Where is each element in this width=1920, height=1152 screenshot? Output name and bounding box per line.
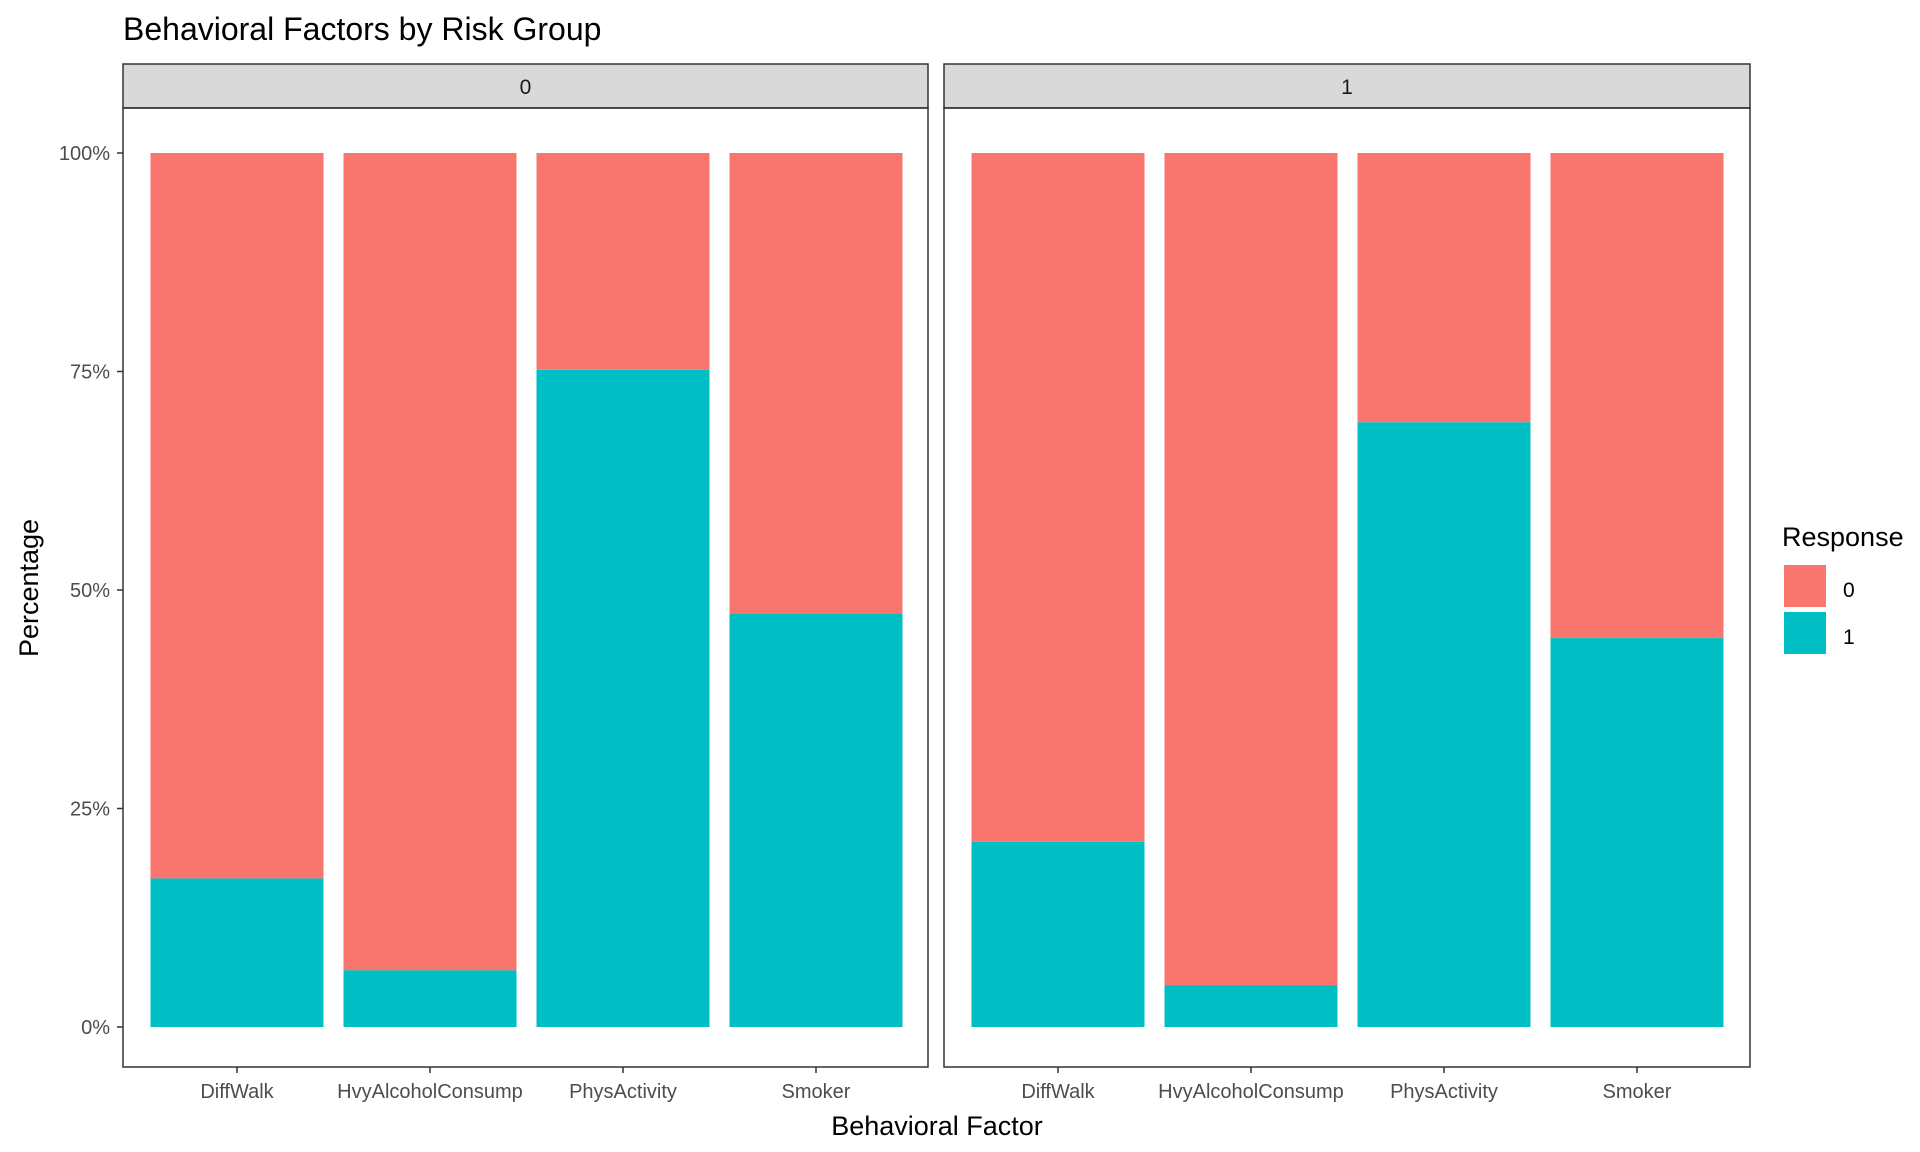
y-tick-label: 75% bbox=[70, 362, 110, 384]
bar-segment-response-0 bbox=[1357, 153, 1531, 423]
y-axis: 0% 25% 50% 75% 100% bbox=[59, 143, 123, 1039]
facet-panel-0: 0 DiffWalk HvyAlcoholConsump PhysActivity Sm… bbox=[122, 63, 929, 1103]
facet-strip bbox=[122, 63, 929, 109]
bar-segment-response-1 bbox=[1357, 422, 1531, 1027]
bar-segment-response-1 bbox=[1550, 638, 1724, 1027]
y-tick-label: 25% bbox=[70, 799, 110, 821]
x-tick-label: HvyAlcoholConsump bbox=[1158, 1081, 1344, 1103]
bar-segment-response-0 bbox=[536, 153, 710, 370]
bar-segment-response-0 bbox=[971, 153, 1145, 842]
bar-segment-response-1 bbox=[343, 970, 517, 1027]
y-axis-title: Percentage bbox=[14, 519, 44, 657]
bar-segment-response-0 bbox=[1550, 153, 1724, 639]
legend-key-1 bbox=[1784, 612, 1826, 654]
facet-strip-label: 1 bbox=[1341, 76, 1353, 99]
panel-border bbox=[122, 107, 929, 1068]
legend-label-1: 1 bbox=[1843, 626, 1855, 649]
bar-segment-response-1 bbox=[150, 878, 324, 1027]
legend-key-0 bbox=[1784, 565, 1826, 607]
chart-title: Behavioral Factors by Risk Group bbox=[123, 11, 601, 47]
facet-strip-label: 0 bbox=[520, 76, 532, 99]
bar-segment-response-0 bbox=[1164, 153, 1338, 986]
bar-segment-response-0 bbox=[343, 153, 517, 971]
bar-segment-response-1 bbox=[971, 841, 1145, 1027]
bar-segment-response-1 bbox=[1164, 985, 1338, 1027]
y-tick-label: 50% bbox=[70, 580, 110, 602]
x-tick-label: PhysActivity bbox=[569, 1081, 677, 1103]
facet-strip bbox=[943, 63, 1751, 109]
x-tick-label: DiffWalk bbox=[1021, 1081, 1095, 1103]
legend-title: Response bbox=[1782, 522, 1904, 552]
x-tick-label: PhysActivity bbox=[1390, 1081, 1498, 1103]
facet-panel-1: 1 DiffWalk HvyAlcoholConsump PhysActivity Sm… bbox=[943, 63, 1751, 1103]
bar-segment-response-1 bbox=[536, 369, 710, 1027]
x-tick-label: HvyAlcoholConsump bbox=[337, 1081, 523, 1103]
bar-segment-response-1 bbox=[729, 613, 903, 1027]
y-tick-label: 0% bbox=[81, 1017, 110, 1039]
x-tick-label: Smoker bbox=[782, 1081, 851, 1103]
legend-label-0: 0 bbox=[1843, 579, 1855, 602]
x-tick-label: DiffWalk bbox=[200, 1081, 274, 1103]
facet-panels: 0 DiffWalk HvyAlcoholConsump PhysActivity Sm… bbox=[122, 63, 1751, 1103]
y-tick-label: 100% bbox=[59, 143, 110, 165]
x-tick-label: Smoker bbox=[1603, 1081, 1672, 1103]
y-axis-title-group: Percentage bbox=[14, 519, 44, 657]
panel-border bbox=[943, 107, 1751, 1068]
x-axis-title: Behavioral Factor bbox=[831, 1111, 1043, 1141]
bar-segment-response-0 bbox=[150, 153, 324, 879]
bar-segment-response-0 bbox=[729, 153, 903, 614]
legend: Response 0 1 bbox=[1782, 522, 1904, 654]
